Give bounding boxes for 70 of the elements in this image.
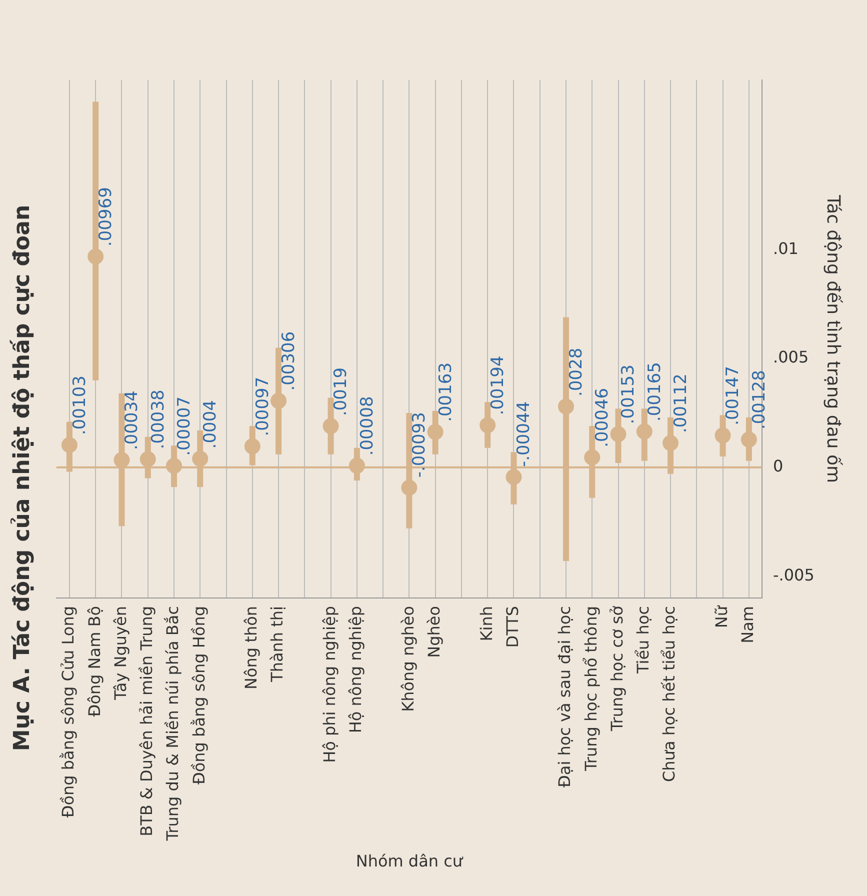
x-tick-label: Nữ bbox=[712, 605, 731, 628]
x-tick-label: Chưa học hết tiểu học bbox=[660, 606, 679, 782]
x-tick-label: Đồng bằng sông Cửu Long bbox=[58, 606, 78, 818]
point bbox=[740, 432, 757, 448]
point bbox=[244, 438, 260, 454]
point bbox=[610, 426, 626, 442]
y-tick-label: .005 bbox=[773, 348, 809, 367]
data-label: .0004 bbox=[200, 400, 221, 449]
point bbox=[558, 398, 574, 414]
point bbox=[480, 417, 496, 434]
y-tick-label: 0 bbox=[773, 456, 784, 476]
x-tick-label: Nông thôn bbox=[242, 606, 261, 690]
x-tick-label: Không nghèo bbox=[398, 606, 418, 712]
x-tick-label: Đồng bằng sông Hồng bbox=[189, 606, 208, 785]
point bbox=[662, 435, 679, 452]
data-label: .0019 bbox=[331, 367, 352, 416]
data-label: .00007 bbox=[174, 396, 194, 456]
data-label: .00034 bbox=[122, 390, 142, 450]
x-tick-label: Hộ phi nông nghiệp bbox=[320, 606, 339, 763]
x-tick-label: DTTS bbox=[502, 606, 522, 648]
point bbox=[636, 423, 652, 440]
data-label: -.00044 bbox=[514, 401, 534, 467]
data-label: .00147 bbox=[723, 366, 744, 426]
point bbox=[584, 449, 600, 466]
data-label: .0028 bbox=[566, 348, 586, 396]
x-tick-label: Đông Nam Bộ bbox=[84, 606, 104, 717]
data-label: .00046 bbox=[592, 388, 613, 448]
data-label: .00128 bbox=[749, 370, 770, 430]
data-label: .00008 bbox=[357, 396, 378, 456]
y-axis-title: Tác động đến tình trạng đau ốm bbox=[822, 194, 844, 484]
point bbox=[401, 480, 418, 496]
data-label: .00163 bbox=[436, 362, 456, 422]
y-tick-label: .01 bbox=[773, 238, 798, 258]
data-label: .00153 bbox=[618, 364, 639, 424]
data-label: .00194 bbox=[488, 356, 508, 416]
x-tick-label: BTB & Duyên hải miền Trung bbox=[137, 606, 156, 836]
point bbox=[506, 468, 522, 485]
data-label: .00103 bbox=[70, 376, 90, 435]
data-label: .00969 bbox=[96, 187, 116, 247]
point bbox=[114, 452, 130, 468]
x-axis-title: Nhóm dân cư bbox=[356, 852, 464, 871]
data-label: .00038 bbox=[148, 390, 168, 450]
point bbox=[348, 458, 365, 474]
x-tick-label: Tiểu học bbox=[634, 606, 653, 675]
data-label: .00112 bbox=[670, 374, 691, 434]
point bbox=[192, 450, 208, 467]
point bbox=[714, 427, 731, 444]
point bbox=[61, 436, 78, 453]
x-tick-label: Hộ nông nghiệp bbox=[346, 606, 366, 734]
data-label: .00306 bbox=[278, 331, 299, 391]
data-label: -.00093 bbox=[410, 412, 430, 478]
text: Mục A. Tác động của nhiệt độ thấp cực đoan bbox=[8, 204, 35, 752]
x-tick-label: Trung học cơ sở bbox=[607, 606, 626, 732]
point bbox=[427, 424, 444, 440]
y-tick-label: -.005 bbox=[773, 565, 814, 584]
point bbox=[140, 451, 156, 468]
point bbox=[270, 392, 287, 409]
x-tick-label: Đại học và sau đại học bbox=[555, 606, 574, 788]
x-tick-label: Trung học phổ thông bbox=[581, 606, 600, 772]
point bbox=[166, 458, 182, 474]
x-tick-label: Nghèo bbox=[424, 606, 444, 658]
data-label: .00097 bbox=[252, 376, 273, 436]
point bbox=[322, 418, 339, 434]
x-tick-label: Thành thị bbox=[268, 606, 287, 683]
point bbox=[88, 248, 104, 265]
x-tick-label: Kinh bbox=[476, 606, 496, 642]
x-tick-label: Nam bbox=[738, 606, 758, 644]
x-tick-label: Tây Nguyên bbox=[110, 606, 130, 701]
x-tick-label: Trung du & Miền núi phía Bắc bbox=[163, 606, 182, 842]
data-label: .00165 bbox=[644, 362, 665, 422]
